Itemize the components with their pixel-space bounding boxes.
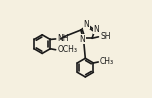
- Text: SH: SH: [100, 32, 111, 41]
- Text: OCH₃: OCH₃: [58, 45, 78, 54]
- Text: N: N: [80, 35, 85, 44]
- Text: NH: NH: [57, 34, 69, 43]
- Text: N: N: [84, 20, 90, 29]
- Text: CH₃: CH₃: [100, 58, 114, 66]
- Text: N: N: [93, 25, 99, 34]
